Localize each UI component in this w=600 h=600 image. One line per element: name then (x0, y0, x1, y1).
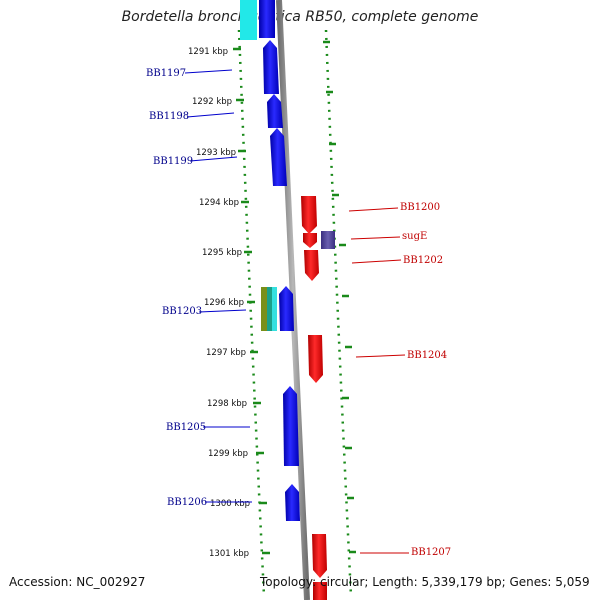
gene-bar-bb1203-olive[interactable] (261, 287, 267, 331)
gene-arrow-bb1206[interactable] (285, 484, 300, 521)
gene-arrow-bb1200[interactable] (301, 196, 317, 234)
gene-label-bb1200[interactable]: BB1200 (400, 202, 440, 213)
gene-arrow-bb1198[interactable] (267, 94, 283, 128)
gene-arrow-sugE[interactable] (303, 233, 317, 248)
label-leaders-right (348, 207, 409, 554)
gene-arrow-bb1197[interactable] (263, 40, 279, 94)
gene-arrow-bb1199[interactable] (270, 128, 287, 186)
gene-label-bb1207[interactable]: BB1207 (411, 547, 451, 558)
kbp-label-1300: 1300 kbp (210, 499, 250, 509)
gene-arrow-bb1203[interactable] (279, 286, 294, 331)
gene-arrow-bb1202[interactable] (304, 250, 319, 281)
gene-bar-bb1203-cyan[interactable] (272, 287, 277, 331)
kbp-label-1298: 1298 kbp (207, 399, 247, 409)
gene-label-bb1204[interactable]: BB1204 (407, 350, 447, 361)
gene-bar-bottom-red[interactable] (313, 582, 327, 600)
kbp-label-1295: 1295 kbp (202, 248, 242, 258)
gene-arrow-bb1205[interactable] (283, 386, 299, 466)
genome-summary-text: Topology: circular; Length: 5,339,179 bp… (260, 575, 590, 589)
kbp-label-1292: 1292 kbp (192, 97, 232, 107)
gene-label-bb1198[interactable]: BB1198 (149, 111, 189, 122)
right-dotted-ring (324, 29, 353, 597)
gene-label-bb1206[interactable]: BB1206 (167, 497, 207, 508)
gene-bar-top-blue[interactable] (259, 0, 275, 38)
gene-bar-purple[interactable] (321, 231, 335, 249)
gene-label-bb1203[interactable]: BB1203 (162, 306, 202, 317)
accession-text: Accession: NC_002927 (9, 575, 146, 589)
gene-label-bb1205[interactable]: BB1205 (166, 422, 206, 433)
kbp-label-1297: 1297 kbp (206, 348, 246, 358)
kbp-label-1296: 1296 kbp (204, 298, 244, 308)
kbp-label-1299: 1299 kbp (208, 449, 248, 459)
gene-bar-top-cyan[interactable] (240, 0, 257, 40)
forward-strand-genes (301, 196, 335, 600)
kbp-label-1294: 1294 kbp (199, 198, 239, 208)
label-leaders-left (184, 69, 252, 503)
map-title: Bordetella bronchiseptica RB50, complete… (121, 9, 479, 25)
gene-label-bb1197[interactable]: BB1197 (146, 68, 186, 79)
reverse-strand-genes (240, 0, 300, 521)
gene-label-bb1199[interactable]: BB1199 (153, 156, 193, 167)
gene-bar-bb1203-teal[interactable] (267, 287, 272, 331)
gene-arrow-bb1207[interactable] (312, 534, 327, 578)
kbp-label-1301: 1301 kbp (209, 549, 249, 559)
scale-ticks (233, 47, 270, 555)
kbp-label-1291: 1291 kbp (188, 47, 228, 57)
right-ring-ticks (323, 40, 356, 554)
kbp-label-1293: 1293 kbp (196, 148, 236, 158)
inner-left-dotted-ring (237, 29, 266, 597)
gene-arrow-bb1204[interactable] (308, 335, 323, 383)
gene-label-bb1202[interactable]: BB1202 (403, 255, 443, 266)
gene-label-suge[interactable]: sugE (402, 231, 427, 242)
